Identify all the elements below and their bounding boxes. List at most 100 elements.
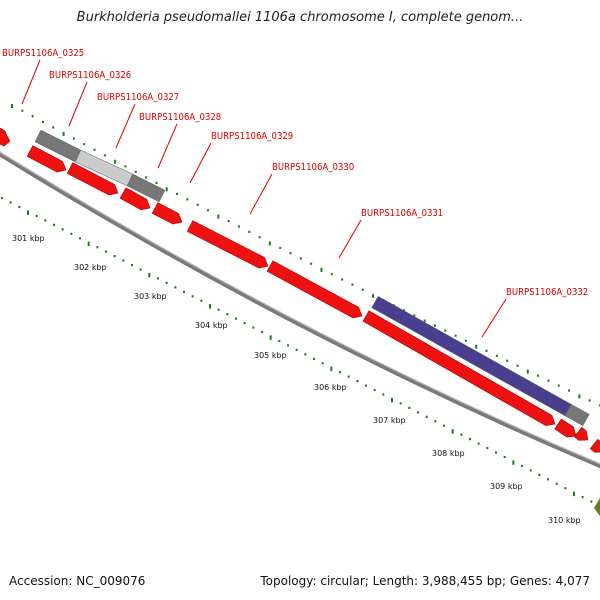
scale-tick-mark xyxy=(9,201,12,204)
pseudogene-bar-c[interactable] xyxy=(126,173,166,203)
scale-tick-mark xyxy=(96,246,99,249)
top-tick-mark xyxy=(341,278,344,281)
scale-tick-mark xyxy=(70,232,73,235)
top-tick-mark xyxy=(485,349,488,352)
scale-label-309-kbp: 309 kbp xyxy=(490,482,523,491)
scale-tick-mark xyxy=(157,277,159,280)
scale-label-307-kbp: 307 kbp xyxy=(373,416,406,425)
top-tick-mark xyxy=(258,236,261,239)
scale-tick-mark xyxy=(200,299,203,302)
top-tick-mark xyxy=(320,267,323,272)
scale-tick-mark xyxy=(590,500,593,503)
top-tick-mark xyxy=(248,230,251,233)
gene-label-burps1106a_0330[interactable]: BURPS1106A_0330 xyxy=(272,162,354,173)
scale-tick-mark xyxy=(469,438,471,441)
top-tick-mark xyxy=(547,379,550,382)
scale-tick-mark xyxy=(269,335,272,340)
accession-text: Accession: NC_009076 xyxy=(9,574,146,588)
gene-label-burps1106a_0332[interactable]: BURPS1106A_0332 xyxy=(506,287,588,298)
gene-label-burps1106a_0326[interactable]: BURPS1106A_0326 xyxy=(49,70,131,81)
gene-leader-line xyxy=(21,59,41,105)
top-tick-mark xyxy=(62,131,65,136)
scale-tick-mark xyxy=(521,464,523,468)
gene-label-burps1106a_0328[interactable]: BURPS1106A_0328 xyxy=(139,112,221,123)
scale-label-308-kbp: 308 kbp xyxy=(432,449,465,458)
gene-arrow-edge[interactable] xyxy=(0,130,11,147)
scale-tick-mark xyxy=(503,455,506,459)
top-tick-mark xyxy=(299,257,302,260)
scale-tick-mark xyxy=(356,380,359,383)
scale-tick-mark xyxy=(451,429,454,434)
scale-tick-mark xyxy=(365,384,367,387)
top-tick-mark xyxy=(93,148,96,151)
gene-leader-line xyxy=(115,103,136,149)
gene-arrow-0330[interactable] xyxy=(266,260,363,319)
scale-tick-mark xyxy=(27,210,29,215)
highlighted-gene-end[interactable] xyxy=(564,403,590,427)
backbone-highlight xyxy=(0,151,600,465)
top-tick-mark xyxy=(145,176,148,179)
feature-marker-olive xyxy=(594,498,600,516)
top-tick-mark xyxy=(495,354,498,357)
backbone-line xyxy=(0,151,600,469)
top-tick-mark xyxy=(557,384,560,387)
top-tick-mark xyxy=(330,273,333,276)
gene-label-burps1106a_0325[interactable]: BURPS1106A_0325 xyxy=(2,48,84,59)
gene-arrow-end-a[interactable] xyxy=(573,426,589,441)
scale-tick-mark xyxy=(477,442,480,445)
top-tick-mark xyxy=(103,154,106,157)
gene-arrow-0328[interactable] xyxy=(151,202,183,225)
scale-tick-mark xyxy=(460,433,463,436)
top-tick-mark xyxy=(165,187,168,192)
gene-arrow-0329[interactable] xyxy=(186,220,269,269)
gene-arrow-0331[interactable] xyxy=(362,310,556,427)
top-tick-mark xyxy=(217,214,220,219)
top-tick-mark xyxy=(207,209,209,212)
scale-tick-mark xyxy=(564,487,567,490)
top-tick-mark xyxy=(176,192,179,195)
scale-tick-mark xyxy=(330,366,333,372)
scale-tick-mark xyxy=(35,214,38,218)
scale-label-310-kbp: 310 kbp xyxy=(548,516,581,525)
scale-tick-mark xyxy=(555,482,558,485)
scale-label-303-kbp: 303 kbp xyxy=(134,292,167,301)
top-tick-mark xyxy=(423,319,426,324)
scale-tick-mark xyxy=(547,478,549,481)
scale-tick-mark xyxy=(373,388,376,392)
gene-arrow-0326a[interactable] xyxy=(26,145,67,173)
scale-tick-mark xyxy=(191,295,194,298)
scale-tick-mark xyxy=(512,460,515,465)
scale-label-304-kbp: 304 kbp xyxy=(195,321,228,330)
scale-tick-mark xyxy=(529,469,532,472)
gene-label-burps1106a_0331[interactable]: BURPS1106A_0331 xyxy=(361,208,443,219)
gene-arrow-end-b[interactable] xyxy=(589,438,600,453)
top-tick-mark xyxy=(454,334,457,337)
gene-arrow-0327[interactable] xyxy=(119,187,151,211)
top-tick-mark xyxy=(361,288,364,291)
scale-tick-mark xyxy=(417,411,419,414)
gene-arrow-0332[interactable] xyxy=(554,418,577,438)
scale-tick-mark xyxy=(573,491,575,497)
scale-tick-mark xyxy=(347,375,350,378)
gene-label-burps1106a_0329[interactable]: BURPS1106A_0329 xyxy=(211,131,293,142)
gene-label-burps1106a_0327[interactable]: BURPS1106A_0327 xyxy=(97,92,179,103)
genome-summary-text: Topology: circular; Length: 3,988,455 bp… xyxy=(260,574,590,588)
top-tick-mark xyxy=(537,374,540,377)
gene-arrow-0326b[interactable] xyxy=(66,162,119,196)
scale-tick-mark xyxy=(174,286,177,289)
top-tick-mark xyxy=(403,309,405,312)
scale-tick-mark xyxy=(18,205,21,209)
top-tick-mark xyxy=(72,137,75,140)
top-tick-mark xyxy=(41,120,44,123)
top-tick-mark xyxy=(196,203,199,206)
top-tick-mark xyxy=(279,246,282,249)
scale-tick-mark xyxy=(339,371,341,374)
scale-tick-mark xyxy=(183,290,185,293)
scale-tick-mark xyxy=(217,308,220,311)
top-tick-mark xyxy=(351,283,354,286)
top-tick-mark xyxy=(237,225,240,228)
scale-tick-mark xyxy=(44,219,47,222)
top-tick-mark xyxy=(310,262,313,265)
highlighted-gene-bar[interactable] xyxy=(371,295,572,417)
scale-tick-mark xyxy=(235,317,237,320)
